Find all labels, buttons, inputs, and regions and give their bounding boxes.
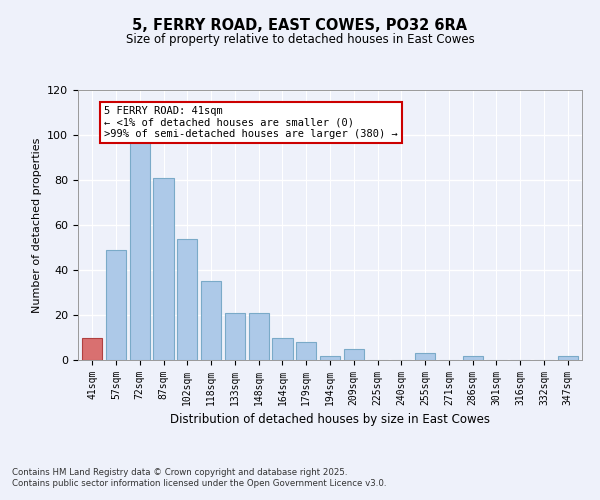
Bar bbox=[320, 356, 340, 360]
Bar bbox=[225, 313, 245, 360]
X-axis label: Distribution of detached houses by size in East Cowes: Distribution of detached houses by size … bbox=[170, 414, 490, 426]
Bar bbox=[130, 135, 150, 360]
Bar bbox=[557, 356, 578, 360]
Bar bbox=[82, 338, 103, 360]
Text: 5, FERRY ROAD, EAST COWES, PO32 6RA: 5, FERRY ROAD, EAST COWES, PO32 6RA bbox=[133, 18, 467, 32]
Text: Size of property relative to detached houses in East Cowes: Size of property relative to detached ho… bbox=[125, 32, 475, 46]
Bar bbox=[154, 178, 173, 360]
Bar bbox=[272, 338, 293, 360]
Bar bbox=[201, 281, 221, 360]
Bar bbox=[106, 250, 126, 360]
Bar bbox=[415, 353, 435, 360]
Text: Contains HM Land Registry data © Crown copyright and database right 2025.
Contai: Contains HM Land Registry data © Crown c… bbox=[12, 468, 386, 487]
Y-axis label: Number of detached properties: Number of detached properties bbox=[32, 138, 41, 312]
Bar bbox=[344, 349, 364, 360]
Bar bbox=[463, 356, 483, 360]
Bar bbox=[296, 342, 316, 360]
Bar bbox=[248, 313, 269, 360]
Bar bbox=[177, 238, 197, 360]
Text: 5 FERRY ROAD: 41sqm
← <1% of detached houses are smaller (0)
>99% of semi-detach: 5 FERRY ROAD: 41sqm ← <1% of detached ho… bbox=[104, 106, 398, 139]
